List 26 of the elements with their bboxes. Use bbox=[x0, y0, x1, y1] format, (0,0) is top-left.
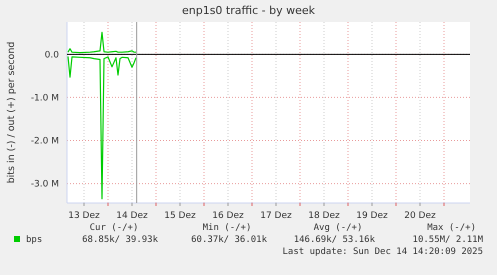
x-tick-label: 15 Dez bbox=[164, 211, 196, 221]
x-tick-label: 14 Dez bbox=[116, 211, 148, 221]
text: Max (-/+) bbox=[427, 223, 476, 233]
text: Avg (-/+) bbox=[314, 223, 362, 233]
x-tick-label: 18 Dez bbox=[308, 211, 340, 221]
text: 60.37k/ 36.01k bbox=[191, 235, 268, 245]
y-tick-label: 0.0 bbox=[44, 50, 60, 60]
x-tick-label: 16 Dez bbox=[212, 211, 244, 221]
legend-label: bps bbox=[26, 235, 42, 245]
text: 146.69k/ 53.16k bbox=[294, 235, 376, 245]
x-tick-label: 13 Dez bbox=[68, 211, 100, 221]
x-tick-label: 19 Dez bbox=[356, 211, 388, 221]
x-tick-label: 17 Dez bbox=[260, 211, 292, 221]
y-tick-label: -2.0 M bbox=[30, 136, 59, 147]
text: Last update: Sun Dec 14 14:20:09 2025 bbox=[282, 247, 483, 257]
text: 10.55M/ 2.11M bbox=[412, 235, 484, 245]
text: 68.85k/ 39.93k bbox=[82, 235, 159, 245]
x-tick-label: 20 Dez bbox=[404, 211, 436, 221]
y-tick-label: -3.0 M bbox=[30, 180, 59, 190]
chart-title: enp1s0 traffic - by week bbox=[182, 4, 316, 17]
text: Cur (-/+) bbox=[90, 223, 138, 233]
line-series bbox=[67, 56, 137, 200]
y-tick-label: -1.0 M bbox=[30, 93, 59, 104]
line-series bbox=[67, 32, 137, 54]
text: Min (-/+) bbox=[202, 223, 252, 233]
y-axis-title: bits in (-) / out (+) per second bbox=[6, 42, 17, 184]
